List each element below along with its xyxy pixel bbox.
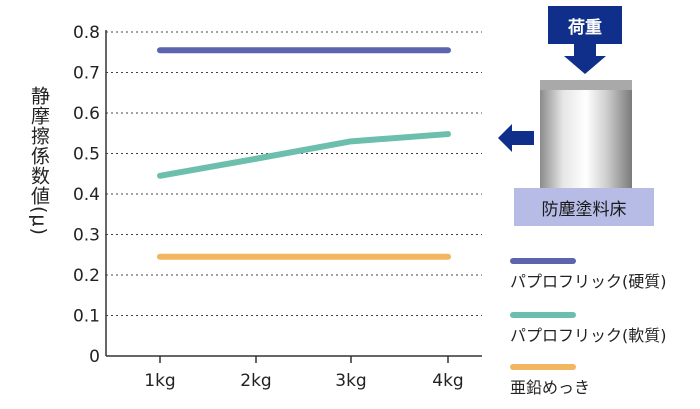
legend-swatch-hard bbox=[510, 258, 576, 264]
series-line-zinc-point bbox=[159, 256, 161, 258]
series-line-soft-point bbox=[159, 175, 161, 177]
y-tick-label: 0 bbox=[89, 347, 100, 367]
series-line-hard-point bbox=[350, 49, 352, 51]
test-diagram: 荷重 防塵塗料床 bbox=[498, 0, 698, 240]
y-tick-label: 0.4 bbox=[73, 185, 100, 205]
x-tick-label: 4kg bbox=[432, 371, 463, 391]
y-tick-label: 0.3 bbox=[73, 226, 100, 246]
tick-labels: 0 0.1 0.2 0.3 0.4 0.5 0.6 0.7 0.8 1kg 2kg 3kg 4kg bbox=[73, 23, 464, 391]
diagram-graphics bbox=[498, 44, 632, 190]
floor-label-box: 防塵塗料床 bbox=[514, 188, 654, 226]
legend-swatch-soft bbox=[510, 312, 576, 318]
legend-label-soft: パプロフリック(軟質) bbox=[510, 326, 667, 345]
y-tick-label: 0.2 bbox=[73, 266, 100, 286]
cylinder-top-cap bbox=[540, 80, 632, 90]
series-line-hard-point bbox=[159, 49, 161, 51]
series-line-soft bbox=[157, 131, 451, 179]
series-line-soft-point bbox=[350, 140, 352, 142]
y-tick-label: 0.7 bbox=[73, 64, 100, 84]
series-line-zinc-point bbox=[350, 256, 352, 258]
y-tick-label: 0.5 bbox=[73, 145, 100, 165]
series-line-zinc-point bbox=[255, 256, 257, 258]
load-label-box: 荷重 bbox=[548, 6, 622, 44]
weight-cylinder bbox=[540, 80, 632, 190]
series-lines bbox=[157, 47, 451, 260]
left-arrow-icon bbox=[498, 124, 534, 152]
series-line-hard-point bbox=[255, 49, 257, 51]
series-line-zinc-point bbox=[447, 256, 449, 258]
legend-label-zinc: 亜鉛めっき bbox=[510, 378, 591, 397]
y-axis-label: 静摩擦係数値(μ) bbox=[28, 86, 50, 236]
series-line-soft-point bbox=[447, 133, 449, 135]
y-tick-label: 0.6 bbox=[73, 104, 100, 124]
y-tick-label: 0.8 bbox=[73, 23, 100, 43]
x-tick-label: 2kg bbox=[240, 371, 271, 391]
y-tick-label: 0.1 bbox=[73, 307, 100, 327]
series-line-soft-point bbox=[255, 158, 257, 160]
axes bbox=[105, 30, 482, 363]
legend-swatch-zinc bbox=[510, 364, 576, 370]
x-tick-label: 3kg bbox=[335, 371, 366, 391]
legend-label-hard: パプロフリック(硬質) bbox=[510, 272, 667, 291]
down-arrow-icon bbox=[564, 44, 606, 74]
series-line-hard-point bbox=[447, 49, 449, 51]
x-tick-label: 1kg bbox=[144, 371, 175, 391]
